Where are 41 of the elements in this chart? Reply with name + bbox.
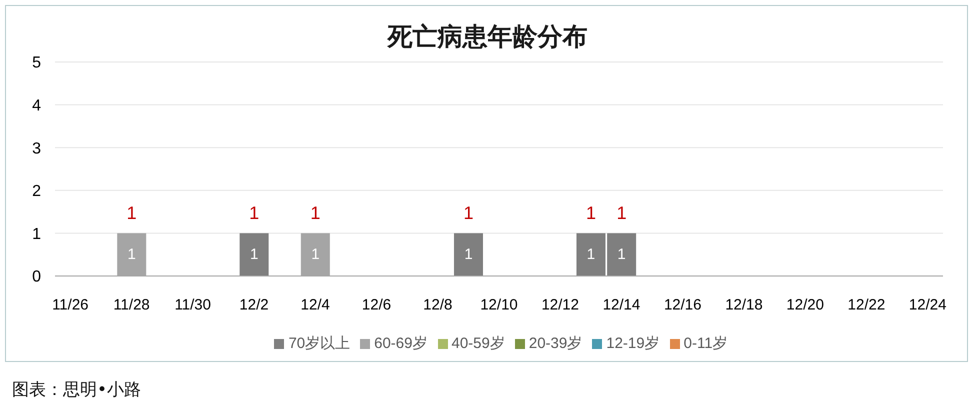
x-tick-label: 12/24 — [908, 296, 946, 314]
legend-label: 70岁以上 — [288, 335, 350, 352]
total-label: 1 — [126, 203, 137, 224]
x-tick-label: 12/10 — [480, 296, 518, 314]
data-label: 1 — [586, 246, 596, 264]
x-tick-label: 12/18 — [725, 296, 763, 314]
x-tick-label: 12/20 — [786, 296, 824, 314]
x-tick-label: 12/16 — [664, 296, 702, 314]
y-tick-label: 0 — [32, 268, 42, 286]
y-tick-label: 5 — [32, 54, 42, 72]
legend-label: 12-19岁 — [606, 335, 660, 352]
data-label: 1 — [311, 246, 320, 264]
y-tick-label: 1 — [32, 226, 42, 243]
x-tick-label: 12/22 — [848, 296, 886, 314]
total-label: 1 — [310, 203, 320, 224]
x-tick-label: 11/28 — [113, 296, 150, 314]
data-label: 1 — [250, 246, 258, 264]
total-label: 1 — [586, 203, 596, 224]
x-tick-label: 12/8 — [423, 296, 452, 314]
x-tick-label: 11/26 — [52, 296, 89, 314]
x-tick-label: 12/12 — [541, 296, 580, 314]
total-label: 1 — [616, 203, 627, 224]
x-tick-label: 12/4 — [300, 296, 330, 314]
data-label: 1 — [127, 246, 136, 264]
y-tick-label: 2 — [32, 183, 42, 200]
x-tick-label: 11/30 — [174, 296, 212, 314]
total-label: 1 — [463, 203, 474, 224]
data-label: 1 — [464, 246, 473, 264]
legend-label: 60-69岁 — [374, 335, 428, 352]
data-label: 1 — [617, 246, 626, 264]
chart-title: 死亡病患年龄分布 — [386, 22, 588, 53]
x-tick-label: 12/6 — [362, 296, 392, 314]
legend-label: 40-59岁 — [452, 335, 505, 352]
x-tick-label: 12/2 — [239, 296, 269, 314]
legend-label: 20-39岁 — [528, 335, 582, 352]
total-label: 1 — [249, 203, 260, 224]
y-tick-label: 4 — [32, 97, 42, 114]
x-tick-label: 12/14 — [602, 296, 640, 314]
y-tick-label: 3 — [32, 140, 42, 158]
legend-label: 0-11岁 — [684, 335, 728, 352]
text: 图表：思明•小路 — [12, 379, 142, 401]
